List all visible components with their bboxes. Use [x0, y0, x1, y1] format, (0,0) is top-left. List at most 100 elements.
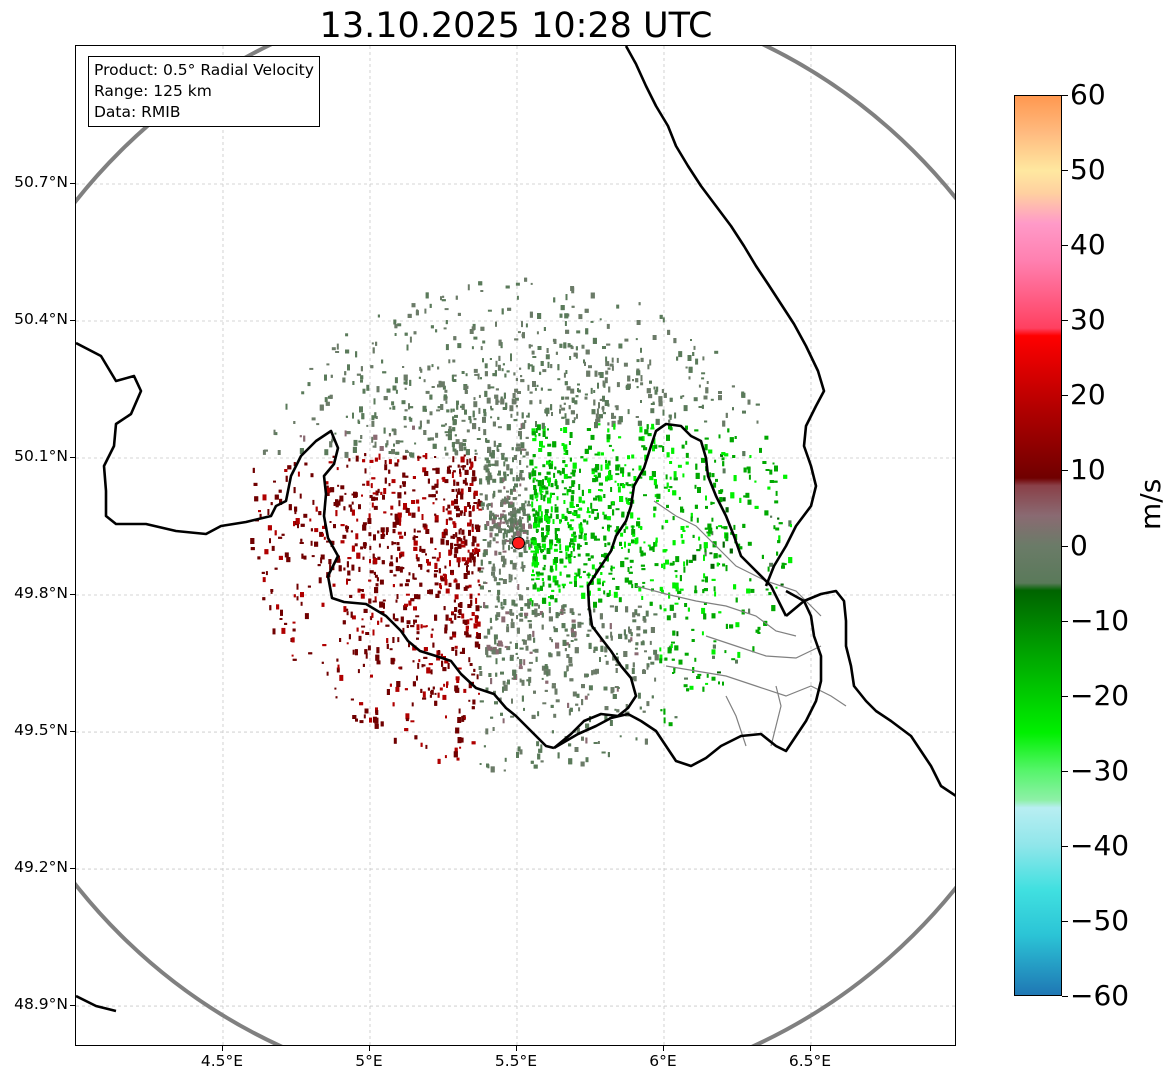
echo-pixel — [413, 528, 416, 533]
echo-pixel — [412, 681, 416, 687]
echo-pixel — [416, 557, 420, 562]
echo-pixel — [692, 534, 695, 538]
echo-pixel — [656, 386, 659, 392]
echo-pixel — [495, 360, 498, 367]
echo-pixel — [520, 379, 525, 383]
echo-pixel — [574, 400, 578, 405]
echo-pixel — [526, 513, 530, 520]
echo-pixel — [427, 478, 430, 484]
echo-pixel — [565, 552, 568, 557]
colorbar-tick-label: 10 — [1070, 453, 1106, 487]
echo-pixel — [526, 517, 529, 523]
echo-pixel — [767, 566, 770, 572]
echo-pixel — [632, 468, 635, 471]
echo-pixel — [570, 346, 574, 350]
echo-pixel — [566, 489, 569, 496]
echo-pixel — [449, 560, 451, 567]
echo-pixel — [652, 546, 655, 552]
echo-pixel — [426, 419, 430, 424]
echo-pixel — [490, 512, 495, 516]
echo-pixel — [660, 709, 663, 712]
echo-pixel — [292, 621, 296, 624]
echo-pixel — [476, 543, 480, 547]
echo-pixel — [623, 528, 626, 533]
echo-pixel — [339, 638, 342, 642]
echo-pixel — [503, 471, 507, 476]
echo-pixel — [592, 478, 597, 483]
echo-pixel — [585, 737, 588, 744]
echo-pixel — [532, 584, 537, 590]
echo-pixel — [618, 343, 623, 349]
echo-pixel — [503, 684, 508, 691]
echo-pixel — [459, 510, 463, 514]
echo-pixel — [541, 612, 544, 618]
echo-pixel — [530, 540, 534, 543]
echo-pixel — [293, 521, 295, 527]
echo-pixel — [543, 327, 546, 331]
echo-pixel — [588, 365, 592, 369]
echo-pixel — [642, 710, 646, 713]
echo-pixel — [487, 655, 492, 658]
echo-pixel — [290, 638, 293, 642]
echo-pixel — [272, 628, 276, 635]
echo-pixel — [541, 624, 544, 630]
echo-pixel — [497, 649, 502, 653]
echo-pixel — [706, 381, 709, 384]
echo-pixel — [616, 357, 619, 363]
echo-pixel — [457, 312, 461, 316]
echo-pixel — [531, 509, 535, 512]
echo-pixel — [590, 292, 595, 299]
echo-pixel — [444, 423, 447, 426]
echo-pixel — [547, 575, 551, 581]
echo-pixel — [625, 497, 628, 502]
echo-pixel — [486, 503, 489, 510]
echo-pixel — [508, 545, 510, 551]
echo-pixel — [362, 522, 367, 526]
radar-map[interactable] — [75, 45, 956, 1046]
echo-pixel — [703, 602, 707, 605]
map-canvas[interactable] — [76, 46, 956, 1046]
echo-pixel — [591, 471, 595, 475]
echo-pixel — [578, 314, 583, 320]
echo-pixel — [510, 353, 512, 357]
echo-pixel — [588, 590, 591, 596]
echo-pixel — [783, 474, 788, 479]
echo-pixel — [566, 666, 569, 671]
echo-pixel — [651, 471, 656, 477]
echo-pixel — [408, 643, 410, 648]
echo-pixel — [392, 521, 397, 528]
echo-pixel — [558, 588, 561, 593]
admin-borders — [635, 500, 847, 747]
echo-pixel — [602, 412, 606, 415]
echo-pixel — [474, 547, 478, 554]
echo-pixel — [634, 652, 639, 656]
echo-pixel — [739, 546, 743, 550]
echo-pixel — [680, 395, 683, 399]
echo-pixel — [547, 361, 550, 368]
echo-pixel — [504, 499, 509, 502]
echo-pixel — [513, 518, 518, 521]
echo-pixel — [391, 479, 396, 484]
echo-pixel — [555, 514, 559, 520]
echo-pixel — [750, 588, 755, 593]
echo-pixel — [434, 456, 437, 458]
echo-pixel — [455, 687, 460, 693]
echo-pixel — [672, 540, 676, 546]
echo-pixel — [367, 518, 372, 524]
echo-pixel — [329, 441, 333, 448]
echo-pixel — [718, 554, 722, 558]
echo-pixel — [553, 297, 556, 303]
echo-pixel — [576, 514, 581, 519]
echo-pixel — [643, 447, 648, 451]
echo-pixel — [600, 572, 603, 575]
echo-pixel — [410, 598, 415, 602]
echo-pixel — [490, 766, 495, 773]
echo-pixel — [505, 500, 509, 504]
echo-pixel — [604, 714, 608, 721]
echo-pixel — [613, 423, 616, 430]
echo-pixel — [351, 545, 355, 552]
echo-pixel — [769, 480, 774, 483]
radar-site-marker[interactable] — [511, 536, 525, 550]
echo-pixel — [310, 528, 313, 532]
echo-pixel — [514, 483, 518, 488]
